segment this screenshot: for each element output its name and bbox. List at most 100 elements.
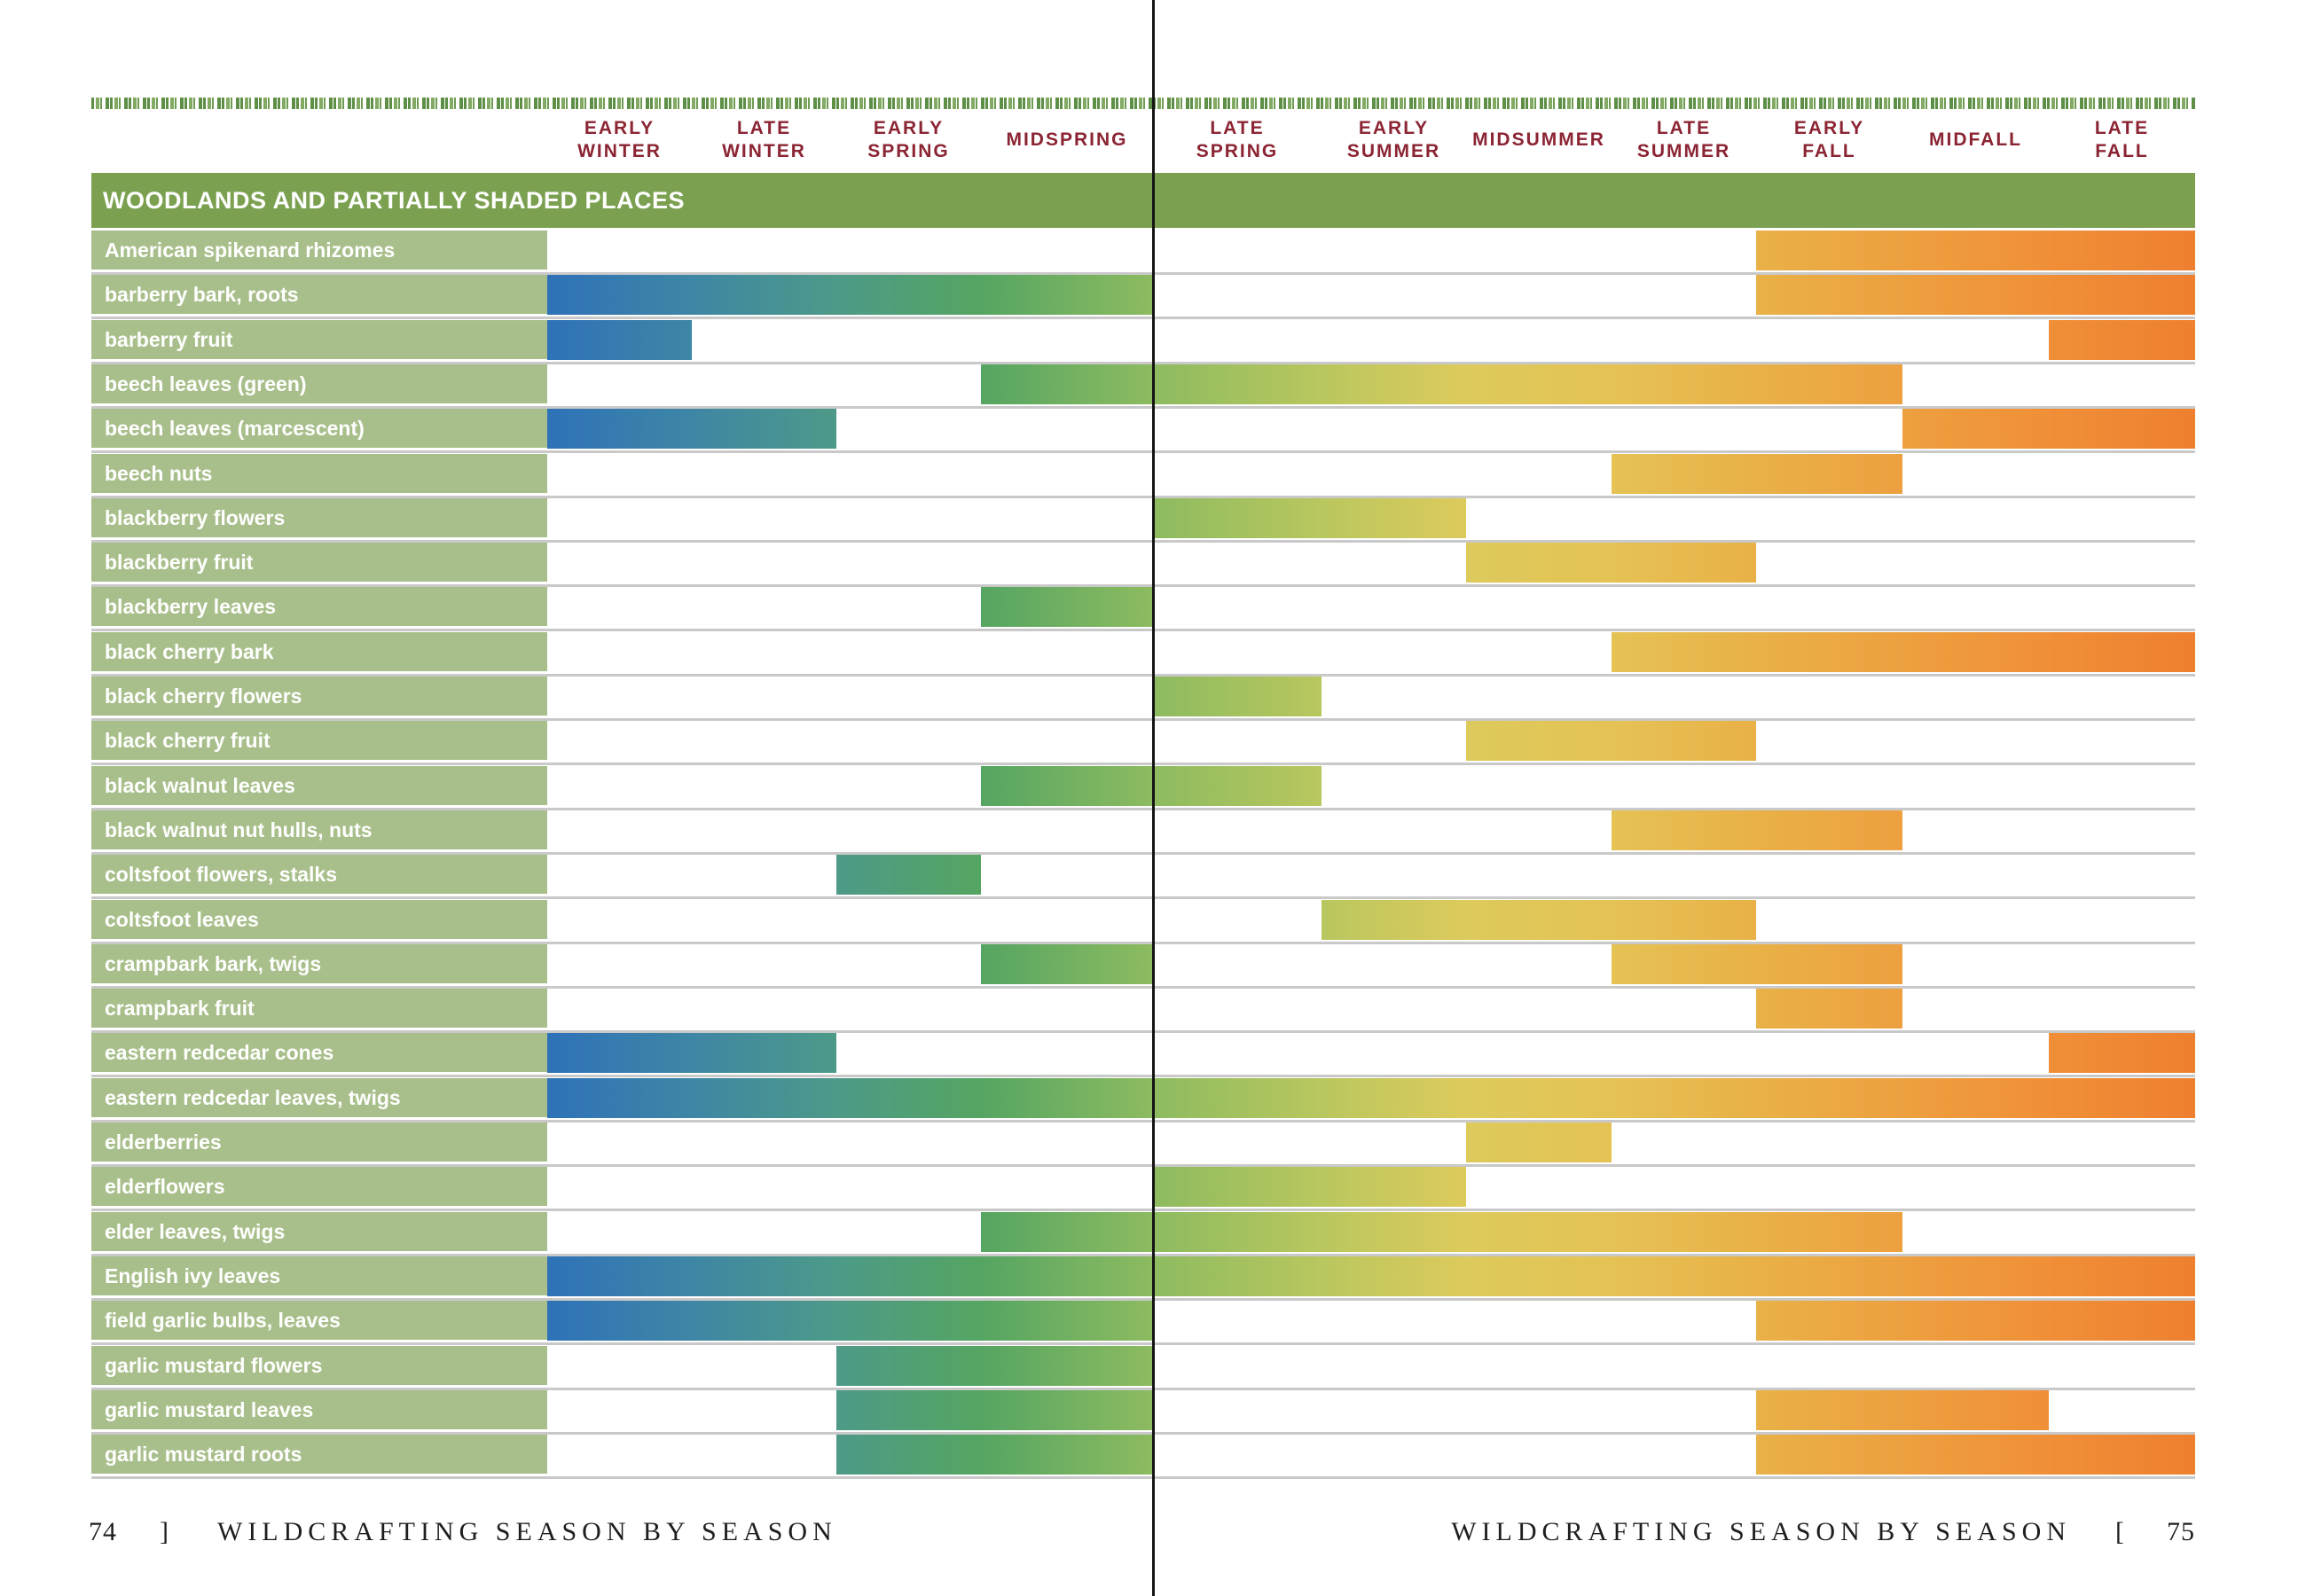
table-row: garlic mustard leaves [91,1389,2195,1435]
row-bar-zone [547,1435,2195,1475]
season-range-bar [1756,1301,2195,1342]
right-footer-bracket: [ [2115,1517,2124,1546]
row-separator-line [91,763,2195,766]
row-bar-zone [547,409,2195,450]
season-header-line: LATE [1656,118,1712,138]
table-row: American spikenard rhizomes [91,231,2195,275]
row-bar-zone [547,631,2195,672]
season-header-line: EARLY [1793,118,1865,138]
season-range-bar [547,1256,2195,1296]
season-header-line: LATE [2094,118,2150,138]
page-gutter-divider-line [1152,0,1155,1596]
row-bar-zone [547,587,2195,628]
row-bar-zone [547,1301,2195,1342]
row-label: garlic mustard leaves [91,1389,547,1429]
table-row: elder leaves, twigs [91,1211,2195,1256]
season-range-bar [1153,1167,1466,1208]
season-header-midspring: MIDSPRING [987,113,1147,167]
decorative-striped-rule [91,98,2195,109]
table-row: blackberry flowers [91,497,2195,543]
season-header-line: MIDFALL [1929,129,2022,150]
season-range-bar [1322,899,1756,940]
left-page-footer: 74 ] WILDCRAFTING SEASON BY SEASON [89,1513,837,1552]
season-header-line: SUMMER [1346,141,1441,161]
row-bar-zone [547,989,2195,1029]
row-bar-zone [547,943,2195,984]
season-range-bar [981,587,1153,628]
season-header-line: SPRING [867,141,950,161]
right-page-footer: WILDCRAFTING SEASON BY SEASON [ 75 [1451,1513,2195,1552]
season-range-bar [1756,989,1902,1029]
season-range-bar [1756,231,2195,270]
row-label: beech leaves (green) [91,364,547,403]
season-header-late-winter: LATE WINTER [685,113,844,167]
season-range-bar [1902,409,2195,450]
row-separator-line [91,629,2195,632]
season-range-bar [1612,453,1902,494]
table-row: black cherry fruit [91,721,2195,766]
season-range-bar [1756,1435,2195,1475]
table-row: barberry bark, roots [91,275,2195,320]
row-separator-line [91,317,2195,320]
table-row: garlic mustard roots [91,1435,2195,1480]
table-row: coltsfoot flowers, stalks [91,855,2195,900]
row-bar-zone [547,231,2195,270]
season-header-midfall: MIDFALL [1896,113,2056,167]
row-label: eastern redcedar leaves, twigs [91,1077,547,1117]
table-row: beech leaves (marcescent) [91,409,2195,454]
table-row: English ivy leaves [91,1256,2195,1301]
row-separator-line [91,985,2195,989]
season-range-bar [981,364,1902,404]
row-bar-zone [547,319,2195,360]
row-label: beech nuts [91,453,547,493]
season-range-bar [1466,1123,1612,1162]
row-separator-line [91,584,2195,588]
row-separator-line [91,1297,2195,1301]
row-bar-zone [547,810,2195,850]
table-row: barberry fruit [91,319,2195,364]
row-separator-line [91,1164,2195,1167]
season-range-bar [981,765,1322,806]
row-separator-line [91,1253,2195,1256]
table-row: crampbark bark, twigs [91,943,2195,989]
season-range-bar [547,409,836,450]
row-label: blackberry leaves [91,587,547,627]
season-range-bar [547,1301,1153,1342]
row-label: barberry bark, roots [91,275,547,315]
season-header-line: LATE [736,118,792,138]
table-row: eastern redcedar cones [91,1033,2195,1078]
row-separator-line [91,539,2195,543]
row-separator-line [91,851,2195,855]
table-row: coltsfoot leaves [91,899,2195,944]
row-bar-zone [547,721,2195,762]
table-row: black cherry bark [91,631,2195,677]
table-row: eastern redcedar leaves, twigs [91,1077,2195,1123]
season-range-bar [547,1033,836,1074]
row-separator-line [91,1075,2195,1078]
season-header-line: WINTER [577,141,662,161]
row-separator-line [91,272,2195,275]
row-label: black walnut leaves [91,765,547,805]
row-separator-line [91,1119,2195,1123]
row-label: blackberry fruit [91,543,547,583]
row-label: garlic mustard flowers [91,1345,547,1385]
season-range-bar [1612,810,1902,850]
left-footer-bracket: ] [160,1517,169,1546]
season-header-line: EARLY [584,118,655,138]
row-bar-zone [547,1345,2195,1386]
row-separator-line [91,361,2195,364]
season-range-bar [547,319,692,360]
table-row: black walnut nut hulls, nuts [91,810,2195,855]
row-bar-zone [547,364,2195,404]
row-label: elderberries [91,1123,547,1162]
row-label: American spikenard rhizomes [91,231,547,270]
row-bar-zone [547,677,2195,716]
row-bar-zone [547,1123,2195,1162]
row-bar-zone [547,1211,2195,1252]
season-header-line: MIDSPRING [1006,129,1128,150]
season-header-midsummer: MIDSUMMER [1459,113,1619,167]
row-label: black cherry flowers [91,677,547,716]
row-separator-line [91,941,2195,944]
table-row: beech nuts [91,453,2195,498]
